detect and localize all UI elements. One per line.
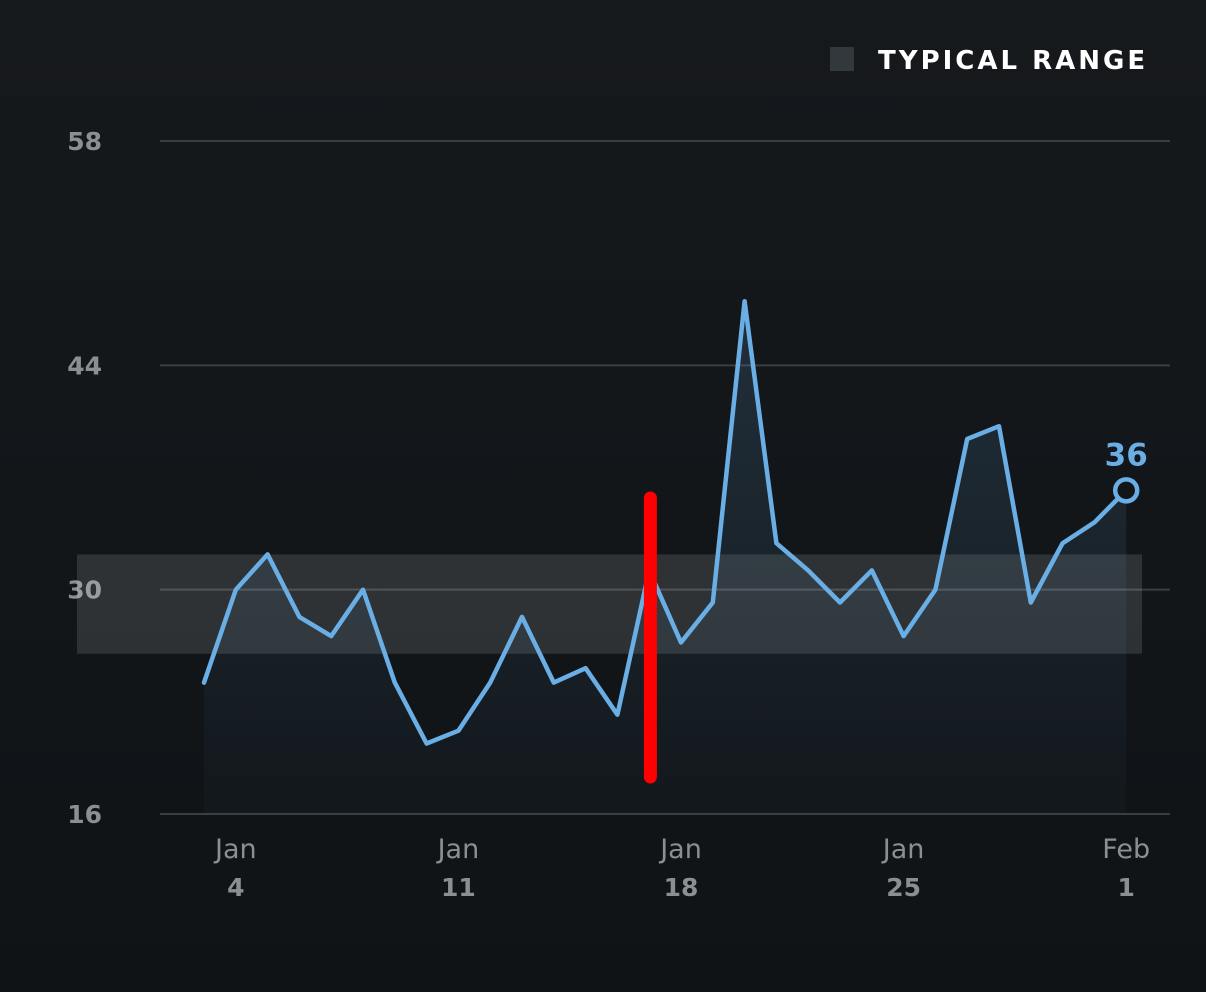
y-tick-label: 16 [67, 800, 102, 829]
last-point-marker [1112, 477, 1140, 504]
x-axis: Jan 4 Jan 11 Jan 18 Jan 25 Feb 1 [213, 834, 1150, 902]
x-tick-month: Jan [436, 834, 480, 865]
series-line [201, 298, 1129, 746]
x-tick: Jan 11 [436, 834, 480, 902]
x-tick: Jan 18 [658, 834, 702, 902]
series-area [204, 301, 1127, 814]
y-tick-label: 44 [67, 351, 102, 380]
legend-label: TYPICAL RANGE [878, 46, 1148, 76]
y-axis: 58 44 30 16 [67, 127, 102, 829]
x-tick: Feb 1 [1102, 834, 1150, 902]
y-tick-label: 58 [67, 127, 102, 156]
last-point: 36 [1105, 437, 1148, 504]
x-tick-month: Jan [881, 834, 925, 865]
x-tick-day: 25 [886, 873, 921, 902]
x-tick-day: 1 [1117, 873, 1134, 902]
x-tick-month: Feb [1102, 834, 1150, 865]
legend: TYPICAL RANGE [830, 46, 1148, 76]
series-line-path [201, 298, 1129, 746]
x-tick: Jan 25 [881, 834, 925, 902]
x-tick-day: 4 [227, 873, 244, 902]
legend-swatch [830, 47, 854, 71]
x-tick-month: Jan [213, 834, 257, 865]
y-tick-label: 30 [67, 576, 102, 605]
last-point-label: 36 [1105, 437, 1148, 473]
x-tick-month: Jan [658, 834, 702, 865]
x-tick-day: 18 [664, 873, 699, 902]
series-area-fill [204, 301, 1127, 814]
x-tick: Jan 4 [213, 834, 257, 902]
x-tick-day: 11 [441, 873, 476, 902]
